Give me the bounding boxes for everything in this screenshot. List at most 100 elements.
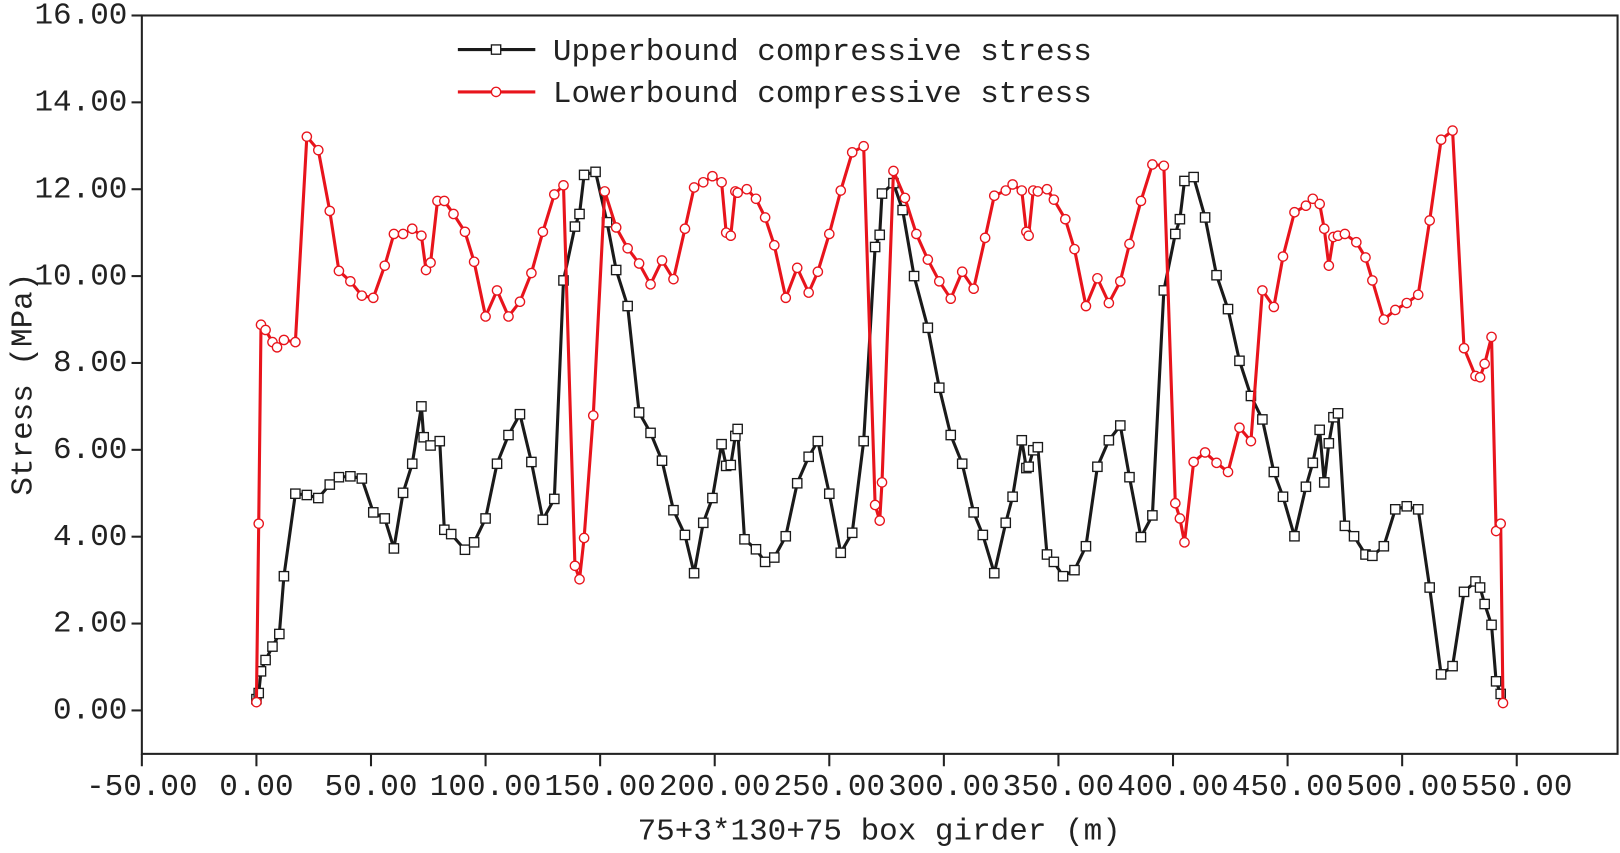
marker bbox=[1057, 570, 1069, 582]
marker bbox=[1169, 497, 1181, 509]
marker bbox=[812, 435, 824, 447]
marker bbox=[688, 567, 700, 579]
marker bbox=[725, 459, 737, 471]
marker bbox=[988, 190, 1000, 202]
marker bbox=[874, 229, 886, 241]
marker bbox=[968, 283, 979, 295]
marker bbox=[333, 265, 345, 277]
marker bbox=[679, 223, 691, 235]
x-axis-label: 75+3*130+75 box girder (m) bbox=[638, 815, 1121, 850]
marker bbox=[260, 324, 271, 336]
marker bbox=[645, 427, 656, 439]
marker bbox=[1323, 260, 1335, 271]
marker bbox=[1114, 420, 1126, 431]
legend-label: Upperbound compressive stress bbox=[553, 35, 1092, 70]
marker bbox=[1490, 525, 1502, 537]
marker bbox=[345, 471, 356, 482]
marker bbox=[759, 556, 771, 568]
marker bbox=[569, 221, 581, 232]
marker bbox=[434, 435, 446, 447]
x-tick-label: 0.00 bbox=[219, 770, 293, 805]
marker bbox=[1069, 243, 1080, 255]
marker bbox=[267, 641, 278, 652]
marker bbox=[1023, 230, 1034, 242]
marker bbox=[968, 507, 979, 518]
marker bbox=[1458, 342, 1470, 354]
marker bbox=[1424, 582, 1435, 593]
marker bbox=[812, 266, 824, 278]
marker bbox=[1135, 195, 1147, 207]
marker bbox=[1048, 556, 1060, 568]
marker bbox=[823, 228, 835, 240]
y-tick-label: 2.00 bbox=[53, 607, 127, 642]
x-tick-label: 550.00 bbox=[1461, 770, 1573, 805]
marker bbox=[876, 477, 888, 488]
marker bbox=[1092, 461, 1103, 473]
marker bbox=[324, 205, 336, 217]
marker bbox=[707, 170, 718, 182]
marker bbox=[1135, 531, 1147, 543]
marker bbox=[301, 131, 313, 142]
marker bbox=[251, 696, 262, 708]
marker bbox=[290, 336, 301, 348]
marker bbox=[1277, 251, 1289, 262]
marker bbox=[1412, 289, 1424, 301]
x-tick-label: 200.00 bbox=[659, 770, 771, 805]
marker bbox=[1032, 186, 1044, 197]
marker bbox=[1147, 510, 1158, 521]
marker bbox=[1016, 185, 1028, 196]
marker bbox=[858, 435, 869, 447]
marker bbox=[290, 488, 301, 500]
marker bbox=[750, 193, 762, 205]
marker bbox=[271, 342, 283, 353]
marker bbox=[1479, 358, 1490, 370]
marker bbox=[1323, 437, 1335, 449]
x-tick-label: 400.00 bbox=[1117, 770, 1229, 805]
marker bbox=[697, 176, 709, 188]
marker bbox=[425, 440, 436, 451]
marker bbox=[1458, 586, 1470, 598]
marker bbox=[803, 287, 814, 298]
marker bbox=[1048, 194, 1060, 205]
marker bbox=[1124, 238, 1135, 250]
marker bbox=[1080, 300, 1092, 312]
marker bbox=[897, 204, 908, 216]
marker bbox=[1245, 435, 1257, 447]
marker bbox=[876, 188, 888, 199]
legend-label: Lowerbound compressive stress bbox=[553, 77, 1092, 112]
legend-marker bbox=[490, 44, 502, 55]
marker bbox=[1348, 530, 1360, 542]
marker bbox=[367, 507, 379, 518]
y-tick-label: 0.00 bbox=[53, 694, 127, 729]
marker bbox=[1124, 471, 1135, 483]
marker bbox=[933, 382, 945, 394]
marker bbox=[1307, 193, 1319, 205]
marker bbox=[345, 275, 356, 287]
marker bbox=[707, 492, 718, 504]
marker bbox=[725, 230, 737, 242]
marker bbox=[503, 311, 514, 322]
marker bbox=[1222, 303, 1234, 315]
marker bbox=[622, 300, 633, 312]
marker bbox=[945, 293, 957, 304]
marker bbox=[459, 544, 471, 556]
marker bbox=[1447, 125, 1458, 136]
marker bbox=[1479, 598, 1490, 610]
marker bbox=[1179, 175, 1190, 187]
marker bbox=[537, 514, 549, 526]
marker bbox=[1378, 540, 1390, 552]
marker bbox=[922, 322, 934, 334]
marker bbox=[739, 533, 750, 545]
marker bbox=[590, 166, 601, 178]
marker bbox=[1222, 466, 1234, 478]
x-tick-label: 500.00 bbox=[1346, 770, 1458, 805]
marker bbox=[397, 487, 409, 499]
marker bbox=[1080, 540, 1092, 552]
x-tick-label: 250.00 bbox=[774, 770, 886, 805]
marker bbox=[1158, 160, 1170, 172]
marker bbox=[780, 292, 792, 304]
marker bbox=[1360, 252, 1371, 263]
marker bbox=[1188, 456, 1199, 468]
marker bbox=[1016, 434, 1028, 446]
marker bbox=[768, 239, 780, 251]
